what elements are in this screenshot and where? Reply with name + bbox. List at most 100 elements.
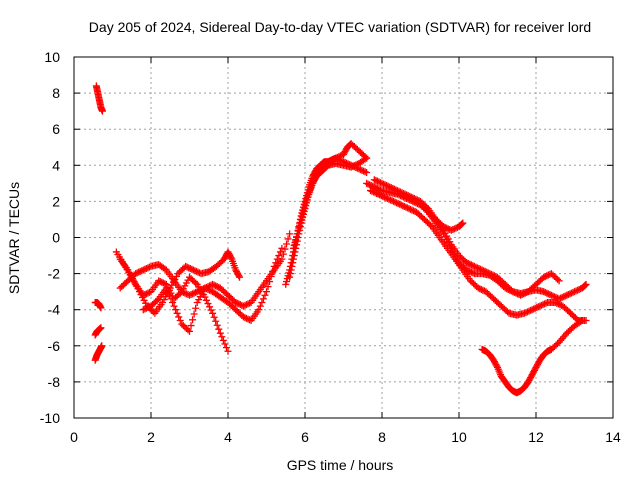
data-point (363, 169, 371, 177)
data-point (380, 193, 388, 201)
data-point (235, 300, 243, 308)
data-point (440, 223, 448, 231)
data-point (287, 266, 295, 274)
data-point (286, 273, 294, 281)
data-point (557, 294, 565, 302)
data-point (170, 302, 178, 310)
x-tick-label: 14 (605, 429, 621, 445)
data-point (481, 267, 489, 275)
series-rise-1 (282, 154, 371, 288)
data-point (242, 301, 250, 309)
data-point (204, 283, 212, 291)
data-point (164, 288, 172, 296)
data-point (393, 199, 401, 207)
series-evening-2 (366, 187, 590, 325)
data-point (537, 301, 545, 309)
data-point (383, 182, 391, 190)
data-point (578, 317, 586, 325)
y-tick-label: -10 (40, 410, 60, 426)
data-point (572, 287, 580, 295)
data-point (376, 186, 384, 194)
series-morning-3 (116, 244, 286, 325)
data-point (390, 185, 398, 193)
data-point (293, 230, 301, 238)
data-point (290, 252, 298, 260)
series-morning-4 (139, 230, 294, 335)
x-tick-label: 8 (378, 429, 386, 445)
data-point (361, 168, 369, 176)
data-point (221, 340, 229, 348)
data-point (189, 266, 197, 274)
data-point (181, 289, 189, 297)
data-point (394, 200, 402, 208)
axis-ticks: 0 2 4 6 8 10 12 14 -10 -8 -6 -4 -2 0 2 4 6 8 10 (40, 49, 621, 445)
data-point (239, 302, 247, 310)
data-point (291, 248, 299, 256)
data-point (375, 185, 383, 193)
data-point (275, 252, 283, 260)
data-point (202, 283, 210, 291)
data-point (476, 285, 484, 293)
data-point (187, 291, 195, 299)
data-point (256, 302, 264, 310)
y-axis-label: SDTVAR / TECUs (6, 182, 22, 294)
data-point (209, 280, 217, 288)
data-point (372, 184, 380, 192)
data-point (141, 305, 149, 313)
data-point (241, 301, 249, 309)
data-point (335, 156, 343, 164)
data-point (296, 219, 304, 227)
data-point (186, 265, 194, 273)
data-point (213, 283, 221, 291)
data-point (553, 299, 561, 307)
data-point (141, 265, 149, 273)
series-night-low (478, 317, 586, 397)
data-point (542, 299, 550, 307)
data-point (397, 201, 405, 209)
data-point (161, 280, 169, 288)
data-point (566, 290, 574, 298)
data-point (135, 268, 143, 276)
data-point (381, 181, 389, 189)
data-point (547, 291, 555, 299)
data-point (457, 221, 465, 229)
data-point (378, 179, 386, 187)
data-point (206, 303, 214, 311)
data-point (405, 205, 413, 213)
data-point (363, 179, 371, 187)
y-tick-label: 0 (52, 230, 60, 246)
x-tick-label: 6 (301, 429, 309, 445)
series-evening-1 (363, 179, 563, 299)
data-point (408, 206, 416, 214)
y-tick-label: -2 (48, 266, 61, 282)
data-point (374, 190, 382, 198)
data-point (206, 282, 214, 290)
data-point (531, 304, 539, 312)
data-point (410, 195, 418, 203)
data-point (97, 324, 105, 332)
data-point (384, 182, 392, 190)
data-point (281, 245, 289, 253)
grid-lines (74, 57, 613, 418)
data-point (144, 264, 152, 272)
data-point (165, 291, 173, 299)
data-point (410, 207, 418, 215)
data-point (295, 223, 303, 231)
data-point (138, 267, 146, 275)
data-point (368, 187, 376, 195)
data-point (551, 298, 559, 306)
data-point (189, 290, 197, 298)
data-point (213, 321, 221, 329)
data-point (403, 191, 411, 199)
data-point (555, 295, 563, 303)
data-point (396, 188, 404, 196)
data-point (470, 262, 478, 270)
data-point (546, 270, 554, 278)
data-point (527, 306, 535, 314)
data-point (452, 224, 460, 232)
data-point (283, 240, 291, 248)
series-evening-3 (370, 176, 590, 303)
data-point (259, 295, 267, 303)
series-rise-3 (289, 154, 371, 252)
data-point (350, 163, 358, 171)
